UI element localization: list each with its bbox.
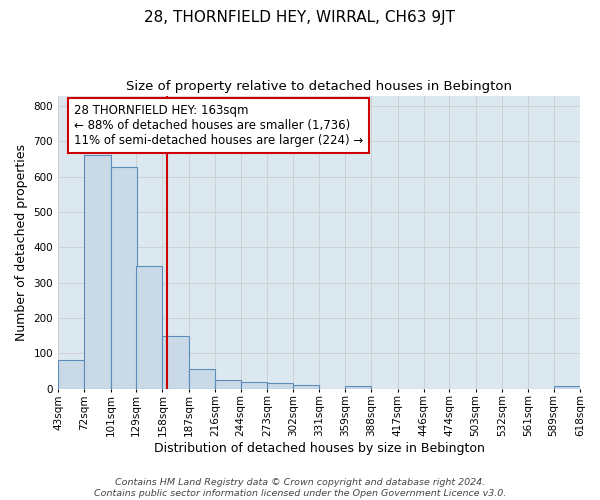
Text: 28, THORNFIELD HEY, WIRRAL, CH63 9JT: 28, THORNFIELD HEY, WIRRAL, CH63 9JT [145,10,455,25]
Bar [267,384,293,389]
Bar [554,386,580,389]
Text: 28 THORNFIELD HEY: 163sqm
← 88% of detached houses are smaller (1,736)
11% of se: 28 THORNFIELD HEY: 163sqm ← 88% of detac… [74,104,363,148]
Bar [189,368,215,389]
Bar [293,385,319,389]
Bar [110,167,137,389]
Bar [241,382,267,389]
Bar [345,386,371,389]
Y-axis label: Number of detached properties: Number of detached properties [15,144,28,340]
X-axis label: Distribution of detached houses by size in Bebington: Distribution of detached houses by size … [154,442,484,455]
Bar [58,360,85,389]
Bar [85,156,110,389]
Bar [215,380,241,389]
Bar [136,266,163,389]
Text: Contains HM Land Registry data © Crown copyright and database right 2024.
Contai: Contains HM Land Registry data © Crown c… [94,478,506,498]
Bar [163,336,189,389]
Title: Size of property relative to detached houses in Bebington: Size of property relative to detached ho… [126,80,512,93]
